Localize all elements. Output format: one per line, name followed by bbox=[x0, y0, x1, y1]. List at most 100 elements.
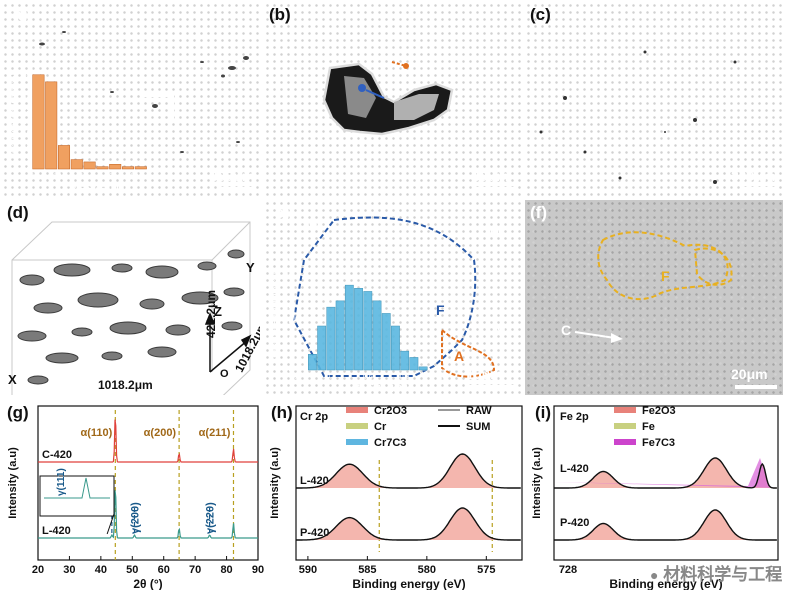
panel-i: 728 Binding energy (eV) Intensity (a.u) Fe … bbox=[530, 400, 783, 590]
panel-a-label: (a) bbox=[7, 5, 28, 24]
xrd-inset-pointer bbox=[106, 513, 115, 535]
scale-text-f: 20μm bbox=[731, 366, 768, 382]
hist-a-ytick: 10 bbox=[23, 143, 30, 149]
hist-e-bar bbox=[409, 357, 419, 371]
panel-c: (c) 300μm bbox=[525, 2, 783, 197]
hist-e-ytick: 15 bbox=[285, 321, 292, 327]
hist-a-bar bbox=[96, 166, 109, 170]
xps-h-l420-sum bbox=[296, 453, 521, 489]
xrd-inset-curve bbox=[44, 477, 110, 499]
scale-text-a: 300μm bbox=[210, 168, 255, 184]
hist-a-ylabel: Relative Frequency(%) bbox=[10, 73, 18, 159]
panel-d-volume bbox=[11, 221, 252, 395]
panel-f: (f) F C 20μm bbox=[525, 200, 783, 395]
xrd-xtick: 20 bbox=[32, 564, 44, 576]
xrd-series-c420 bbox=[38, 419, 258, 463]
xrd-xlabel: 2θ (°) bbox=[133, 577, 162, 590]
hist-a-xtick: 60 bbox=[105, 173, 113, 180]
xrd-alpha-label: α(200) bbox=[144, 427, 177, 439]
hist-a-xtick: 20 bbox=[54, 173, 62, 180]
xps-h-sample: L-420 bbox=[300, 475, 329, 487]
scale-bar-e bbox=[468, 385, 516, 389]
hist-a-ytick: 15 bbox=[23, 132, 30, 138]
hist-a-ytick: 5 bbox=[27, 155, 31, 161]
hist-a-bar bbox=[109, 164, 122, 170]
hist-e-bar bbox=[391, 325, 400, 371]
panel-h-label: (h) bbox=[271, 403, 293, 422]
xps-h-legend-label: Cr2O3 bbox=[374, 405, 407, 417]
hist-a-xtick: 40 bbox=[79, 173, 87, 180]
hist-e-xtick: 1.0 bbox=[437, 374, 447, 381]
panel-a: (a) 0 20 40 60 80 0 5 10 15 20 25 30 35 40 Pore Size (… bbox=[2, 2, 260, 197]
xrd-alpha-label: α(110) bbox=[80, 427, 112, 439]
xps-i-title: Fe 2p bbox=[560, 411, 589, 423]
hist-e-xtick: 0.4 bbox=[326, 374, 336, 381]
xps-i-frame bbox=[553, 405, 779, 561]
hist-a-bar bbox=[134, 166, 147, 170]
dim-x: 1018.2μm bbox=[98, 378, 153, 392]
phase-f-label: F bbox=[661, 268, 670, 284]
hist-e-bar bbox=[326, 306, 336, 371]
xps-h-legend-label: RAW bbox=[466, 405, 492, 417]
axis-origin: O bbox=[220, 368, 229, 380]
hist-a-ytick: 40 bbox=[23, 73, 30, 79]
xps-i-legend-label: Fe7C3 bbox=[642, 437, 675, 449]
xps-i-l420-sum bbox=[554, 457, 777, 489]
hist-e-ytick: 10 bbox=[285, 337, 292, 343]
xps-i-xtick: 728 bbox=[559, 564, 577, 576]
xps-i-fill bbox=[554, 510, 778, 540]
panel-g: 20 30 40 50 60 70 80 90 2θ (°) Intensity (a.u) α(1… bbox=[2, 400, 264, 590]
xps-i-ylabel: Intensity (a.u) bbox=[531, 447, 543, 519]
hist-a-bar bbox=[57, 145, 71, 170]
panel-h: 590 585 580 575 Binding energy (eV) Intensity… bbox=[266, 400, 528, 590]
phase-f: F bbox=[436, 302, 445, 318]
hist-a-ytick: 25 bbox=[23, 108, 30, 114]
hist-e-ytick: 0 bbox=[289, 368, 293, 374]
xrd-inset bbox=[39, 475, 115, 517]
hist-a-xlabel: Pore Size (μm) bbox=[65, 181, 128, 191]
xps-h-p420-sum bbox=[296, 507, 521, 541]
xps-h-xtick: 590 bbox=[299, 564, 317, 576]
xps-i-fill bbox=[554, 458, 778, 488]
scale-text-c: 300μm bbox=[731, 168, 776, 184]
xrd-chart: 20 30 40 50 60 70 80 90 2θ (°) Intensity (a.u) α(1… bbox=[7, 405, 264, 590]
hist-e-xtick: 0.8 bbox=[400, 374, 410, 381]
hist-e-bar bbox=[372, 300, 382, 371]
xrd-xtick: 70 bbox=[189, 564, 201, 576]
panel-f-boundary bbox=[574, 231, 733, 343]
phase-m-2: M bbox=[490, 224, 502, 240]
xrd-xtick: 60 bbox=[158, 564, 170, 576]
xps-h-legend-label: Cr7C3 bbox=[374, 437, 406, 449]
xrd-xtick: 40 bbox=[95, 564, 107, 576]
hist-a-bar bbox=[32, 74, 45, 170]
phase-m-3: M bbox=[494, 320, 506, 336]
panel-i-label: (i) bbox=[535, 403, 552, 422]
scale-text-b: 30μm bbox=[472, 168, 509, 184]
xrd-xtick: 30 bbox=[63, 564, 75, 576]
xrd-gamma-label: γ(200) bbox=[129, 502, 141, 534]
panel-e-label: (e) bbox=[269, 203, 290, 222]
hist-e-ytick: 30 bbox=[285, 274, 292, 280]
xrd-inset-label: γ(111) bbox=[56, 468, 67, 496]
panel-d: (d) Z Y X O 421.2μm 1018.2μm 1018.2μm bbox=[2, 200, 260, 395]
xps-h-fill bbox=[296, 454, 522, 488]
panel-d-label: (d) bbox=[7, 203, 29, 222]
scale-bar-c bbox=[740, 187, 776, 191]
xps-h-xtick: 575 bbox=[477, 564, 495, 576]
xps-i-legend-label: Fe2O3 bbox=[642, 405, 676, 417]
xps-h-legend-label: SUM bbox=[466, 421, 490, 433]
xrd-frame bbox=[37, 405, 259, 561]
panel-e: (e) M M M F A 0.2 0.4 0.6 0.8 1.0 0 5 10 15 20 25 3… bbox=[264, 200, 522, 395]
xps-h-title: Cr 2p bbox=[300, 411, 328, 423]
phase-a: A bbox=[454, 348, 465, 364]
axis-x: X bbox=[8, 372, 17, 387]
watermark-text: 材料科学与工程 bbox=[663, 565, 783, 584]
xps-i-legend-label: Fe bbox=[642, 421, 655, 433]
hist-a-ytick: 30 bbox=[23, 96, 30, 102]
xps-h-xtick: 580 bbox=[418, 564, 436, 576]
xps-i-xlabel: Binding energy (eV) bbox=[609, 577, 722, 590]
xrd-xtick: 90 bbox=[252, 564, 264, 576]
hist-a-bar bbox=[70, 159, 83, 170]
xrd-ylabel: Intensity (a.u) bbox=[7, 447, 19, 519]
xps-fe-chart: 728 Binding energy (eV) Intensity (a.u) Fe … bbox=[531, 405, 779, 590]
